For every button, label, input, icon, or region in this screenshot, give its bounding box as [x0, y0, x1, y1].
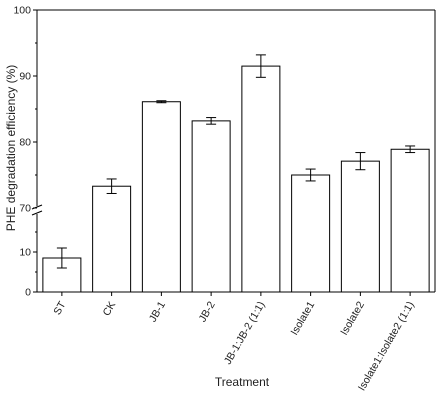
bar-Isolate2 [340, 160, 380, 293]
x-tick-label-Isolate1: Isolate1 [288, 299, 317, 337]
bar-CK [92, 185, 132, 293]
y-tick-label-70: 70 [19, 203, 31, 215]
y-axis-title: PHE degradation efficiency (%) [4, 65, 18, 232]
x-tick-label-ST: ST [51, 299, 68, 317]
bar-JB-1:JB-2 (1:1) [241, 65, 281, 293]
y-tick-label-10: 10 [19, 247, 31, 259]
bar-Isolate1:Isolate2 (1:1) [390, 148, 430, 293]
x-tick-label-Isolate1:Isolate2 (1:1): Isolate1:Isolate2 (1:1) [356, 300, 417, 393]
x-tick-label-JB-1: JB-1 [147, 299, 168, 324]
y-tick-label-0: 0 [25, 287, 31, 299]
axis-break-mark-lower [31, 210, 43, 216]
y-tick-label-90: 90 [19, 71, 31, 83]
x-tick-label-JB-1:JB-2 (1:1): JB-1:JB-2 (1:1) [222, 300, 268, 367]
bar-JB-2 [191, 120, 231, 293]
x-tick-label-CK: CK [101, 300, 119, 319]
x-axis-title: Treatment [215, 375, 270, 389]
bar-Isolate1 [291, 174, 331, 293]
bars-layer [42, 54, 430, 293]
x-tick-label-Isolate2: Isolate2 [338, 299, 367, 337]
bar-JB-1 [141, 101, 181, 293]
x-tick-label-JB-2: JB-2 [197, 299, 218, 324]
y-tick-label-80: 80 [19, 137, 31, 149]
y-tick-label-100: 100 [13, 5, 31, 17]
